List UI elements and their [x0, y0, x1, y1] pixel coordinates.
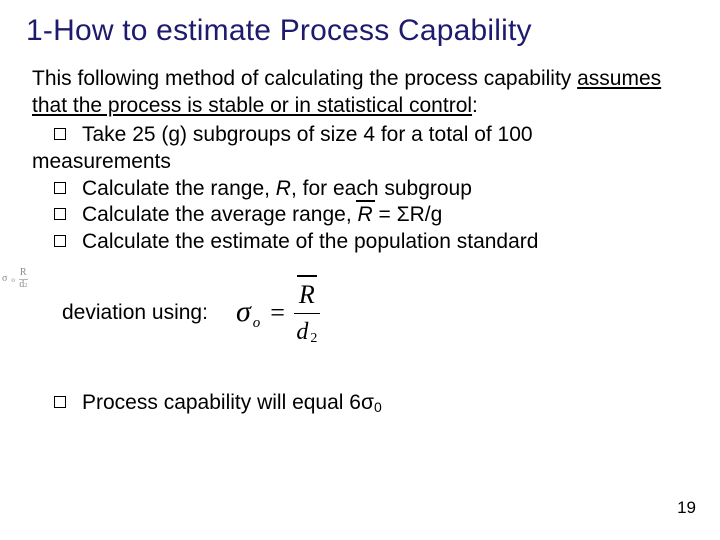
intro-text: This following method of calculating the…	[32, 66, 696, 120]
fraction: R d2	[295, 278, 319, 348]
square-bullet-icon	[54, 128, 66, 140]
bullet-1-text: Take 25 (g) subgroups of size 4 for a to…	[82, 122, 533, 149]
sigma-formula: σo = R d2	[236, 278, 319, 348]
sigma-symbol: σ	[236, 295, 251, 328]
d-symbol: d	[296, 317, 308, 348]
b2-post: , for each subgroup	[291, 177, 472, 200]
fraction-numerator: R	[295, 278, 319, 313]
b2-pre: Calculate the range,	[82, 177, 276, 200]
page-title: 1-How to estimate Process Capability	[26, 14, 696, 48]
list-item: Calculate the average range, R = ΣR/g	[32, 202, 696, 229]
sigma-sub-0: 0	[374, 399, 382, 415]
ghost-d2: 2	[24, 283, 27, 289]
sigma-sub-o: o	[253, 315, 261, 331]
b3-pre: Calculate the average range,	[82, 203, 358, 226]
list-item: Process capability will equal 6σ0	[32, 390, 696, 417]
bullet-3-text: Calculate the average range, R = ΣR/g	[82, 202, 442, 229]
equals-sign: =	[270, 296, 285, 329]
ghost-sigma: σ	[2, 274, 7, 285]
slide: 1-How to estimate Process Capability Thi…	[0, 0, 720, 540]
bullet-2-text: Calculate the range, R, for each subgrou…	[82, 176, 472, 203]
list-item: Calculate the range, R, for each subgrou…	[32, 176, 696, 203]
square-bullet-icon	[54, 208, 66, 220]
page-number: 19	[677, 498, 696, 518]
ghost-fraction: R d2	[19, 268, 28, 290]
intro-line1: This following method of calculating the…	[32, 67, 577, 90]
ghost-o: o	[11, 277, 15, 284]
R-bar: R	[299, 280, 315, 309]
b3-Rbar: R	[358, 202, 373, 229]
list-item: Take 25 (g) subgroups of size 4 for a to…	[32, 122, 696, 149]
b3-post: = ΣR/g	[373, 203, 443, 226]
deviation-row: deviation using: σo = R d2	[62, 278, 696, 348]
bullet-1-wrap: measurements	[32, 149, 696, 176]
deviation-label: deviation using:	[62, 300, 208, 327]
bullet-4-text: Calculate the estimate of the population…	[82, 229, 538, 256]
body-block: This following method of calculating the…	[28, 66, 696, 417]
square-bullet-icon	[54, 396, 66, 408]
sigma-o: σo	[236, 297, 260, 329]
square-bullet-icon	[54, 182, 66, 194]
d-sub-2: 2	[310, 330, 317, 348]
square-bullet-icon	[54, 235, 66, 247]
intro-colon: :	[472, 94, 478, 117]
bullet-list: Take 25 (g) subgroups of size 4 for a to…	[32, 122, 696, 256]
last-bullet-text: Process capability will equal 6σ0	[82, 390, 382, 417]
fraction-denominator: d2	[296, 313, 317, 348]
last-pre: Process capability will equal 6σ	[82, 391, 374, 414]
list-item: Calculate the estimate of the population…	[32, 229, 696, 256]
overline-bar	[297, 275, 317, 277]
b2-R: R	[276, 177, 291, 200]
ghost-formula-icon: σo R d2	[2, 268, 28, 290]
